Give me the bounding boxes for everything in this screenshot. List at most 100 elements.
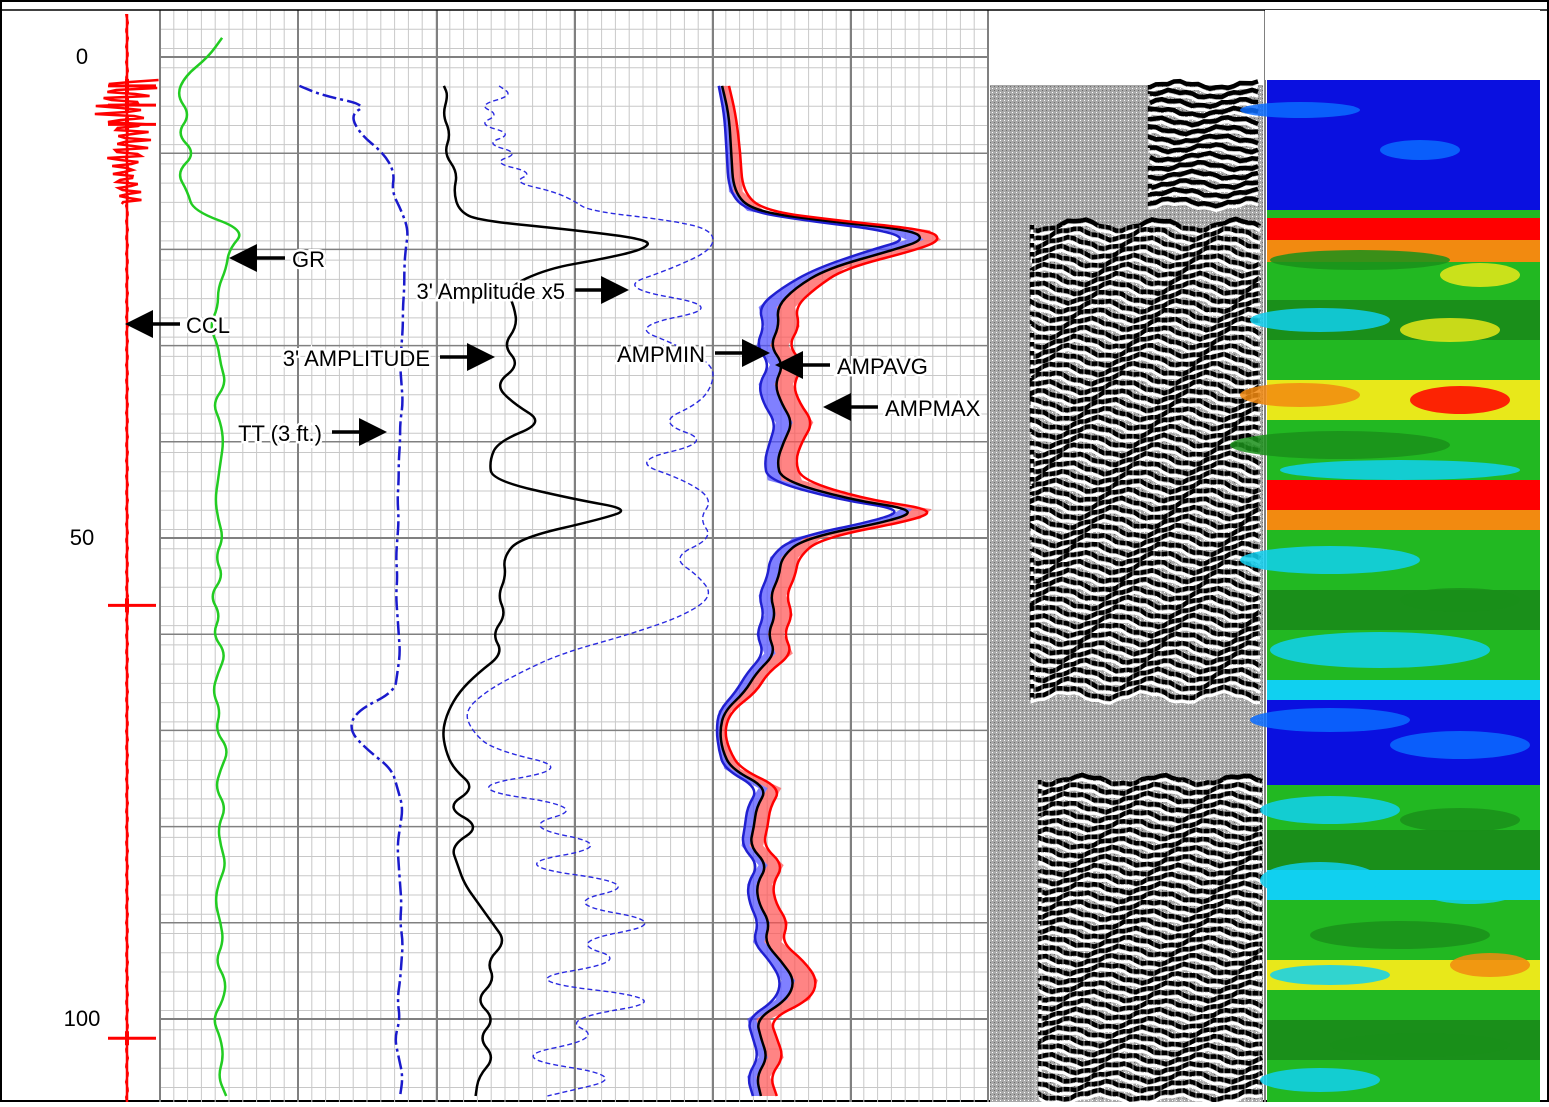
vdl-wave-1: [1029, 324, 1262, 342]
vdl-wave-1: [1029, 333, 1261, 350]
ampmax-band: [719, 85, 941, 1096]
vdl-wave-light-0: [1148, 84, 1259, 95]
vdl-wave-1: [1029, 603, 1262, 621]
vdl-wave-light-1: [1030, 518, 1261, 534]
vdl-wave-0: [1147, 178, 1259, 192]
vdl-wave-0: [1147, 87, 1259, 100]
ccl-track: [94, 13, 159, 1102]
vdl-wave-light-0: [1148, 138, 1259, 150]
vdl-wave-light-1: [1030, 348, 1261, 364]
vdl-wave-light-1: [1030, 465, 1261, 481]
annotation-label-6: AMPAVG: [837, 354, 928, 379]
vdl-wave-light-0: [1149, 155, 1259, 167]
vdl-wave-light-1: [1030, 599, 1261, 615]
vdl-wave-light-0: [1148, 129, 1259, 141]
vdl-wave-0: [1147, 186, 1259, 199]
atten-band-14: [1267, 680, 1540, 700]
atten-blob-17: [1260, 862, 1380, 898]
vdl-wave-1: [1029, 234, 1261, 252]
vdl-wave-1: [1029, 406, 1261, 423]
vdl-image: [990, 78, 1264, 1107]
atten-blob-5: [1400, 318, 1500, 342]
vdl-wave-1: [1029, 640, 1261, 657]
vdl-wave-1: [1029, 495, 1261, 513]
curve-3-amplitude: [442, 85, 649, 1097]
atten-blob-8: [1230, 431, 1450, 459]
atten-band-21: [1267, 990, 1540, 1020]
vdl-wave-1: [1029, 648, 1261, 666]
vdl-wave-1: [1029, 513, 1261, 530]
vdl-wave-1: [1029, 504, 1262, 522]
ampmin-band: [716, 85, 924, 1096]
atten-blob-19: [1310, 921, 1490, 949]
vdl-wave-light-0: [1148, 201, 1259, 213]
vdl-wave-light-1: [1030, 492, 1261, 507]
vdl-wave-light-1: [1030, 374, 1261, 391]
vdl-wave-1: [1029, 657, 1262, 675]
vdl-wave-light-1: [1030, 393, 1261, 409]
vdl-wave-light-1: [1030, 284, 1261, 300]
atten-blob-10: [1240, 546, 1420, 574]
vdl-wave-1: [1029, 630, 1261, 648]
atten-blob-1: [1380, 140, 1460, 160]
vdl-wave-1: [1029, 369, 1261, 387]
atten-blob-20: [1450, 953, 1530, 977]
atten-blob-11: [1400, 588, 1520, 612]
vdl-wave-light-1: [1030, 266, 1261, 283]
vdl-wave-1: [1029, 477, 1261, 495]
vdl-wave-1: [1029, 549, 1262, 567]
curve-layer: [177, 37, 941, 1097]
vdl-wave-1: [1029, 261, 1261, 279]
atten-blob-21: [1270, 965, 1390, 985]
vdl-wave-0: [1147, 124, 1259, 137]
vdl-wave-1: [1029, 297, 1261, 315]
atten-blob-9: [1280, 460, 1520, 480]
vdl-wave-light-1: [1030, 510, 1261, 525]
depth-tick-label-100: 100: [64, 1006, 101, 1031]
ccl-burst: [94, 78, 159, 205]
vdl-wave-1: [1029, 531, 1261, 549]
vdl-wave-1: [1029, 423, 1261, 441]
vdl-wave-light-0: [1149, 102, 1259, 113]
vdl-wave-light-1: [1030, 482, 1261, 499]
vdl-wave-1: [1029, 414, 1261, 432]
vdl-wave-1: [1029, 540, 1261, 558]
vdl-wave-1: [1029, 675, 1262, 693]
vdl-wave-light-1: [1030, 275, 1261, 291]
vdl-wave-light-1: [1030, 294, 1261, 310]
vdl-wave-1: [1029, 432, 1261, 450]
vdl-wave-1: [1029, 684, 1261, 702]
vdl-wave-light-1: [1030, 401, 1261, 418]
curve-ampmin: [715, 85, 902, 1097]
vdl-wave-1: [1029, 395, 1262, 414]
vdl-wave-light-1: [1030, 564, 1261, 580]
annotation-label-5: AMPMIN: [617, 342, 705, 367]
atten-blob-13: [1250, 708, 1410, 732]
atten-blob-16: [1400, 808, 1520, 832]
vdl-wave-light-1: [1030, 356, 1261, 372]
vdl-wave-1: [1029, 270, 1262, 288]
vdl-wave-0: [1147, 105, 1259, 119]
vdl-wave-1: [1029, 306, 1261, 324]
vdl-wave-light-1: [1030, 627, 1261, 643]
vdl-wave-1: [1029, 460, 1261, 477]
vdl-wave-light-1: [1030, 411, 1261, 427]
atten-header: [1265, 10, 1540, 80]
vdl-wave-light-1: [1030, 500, 1261, 517]
vdl-wave-0: [1147, 196, 1259, 209]
atten-blob-7: [1410, 386, 1510, 414]
vdl-wave-1: [1029, 360, 1261, 378]
vdl-wave-light-1: [1030, 636, 1261, 651]
vdl-wave-1: [1029, 342, 1262, 360]
atten-band-10: [1267, 510, 1540, 530]
vdl-wave-light-1: [1030, 366, 1261, 382]
vdl-wave-light-1: [1030, 590, 1261, 606]
vdl-wave-1: [1029, 378, 1262, 396]
vdl-wave-light-1: [1030, 689, 1261, 705]
vdl-wave-light-0: [1148, 120, 1259, 132]
atten-blob-15: [1260, 796, 1400, 824]
vdl-wave-1: [1029, 279, 1261, 297]
vdl-wave-1: [1029, 576, 1261, 594]
vdl-wave-1: [1029, 351, 1261, 368]
